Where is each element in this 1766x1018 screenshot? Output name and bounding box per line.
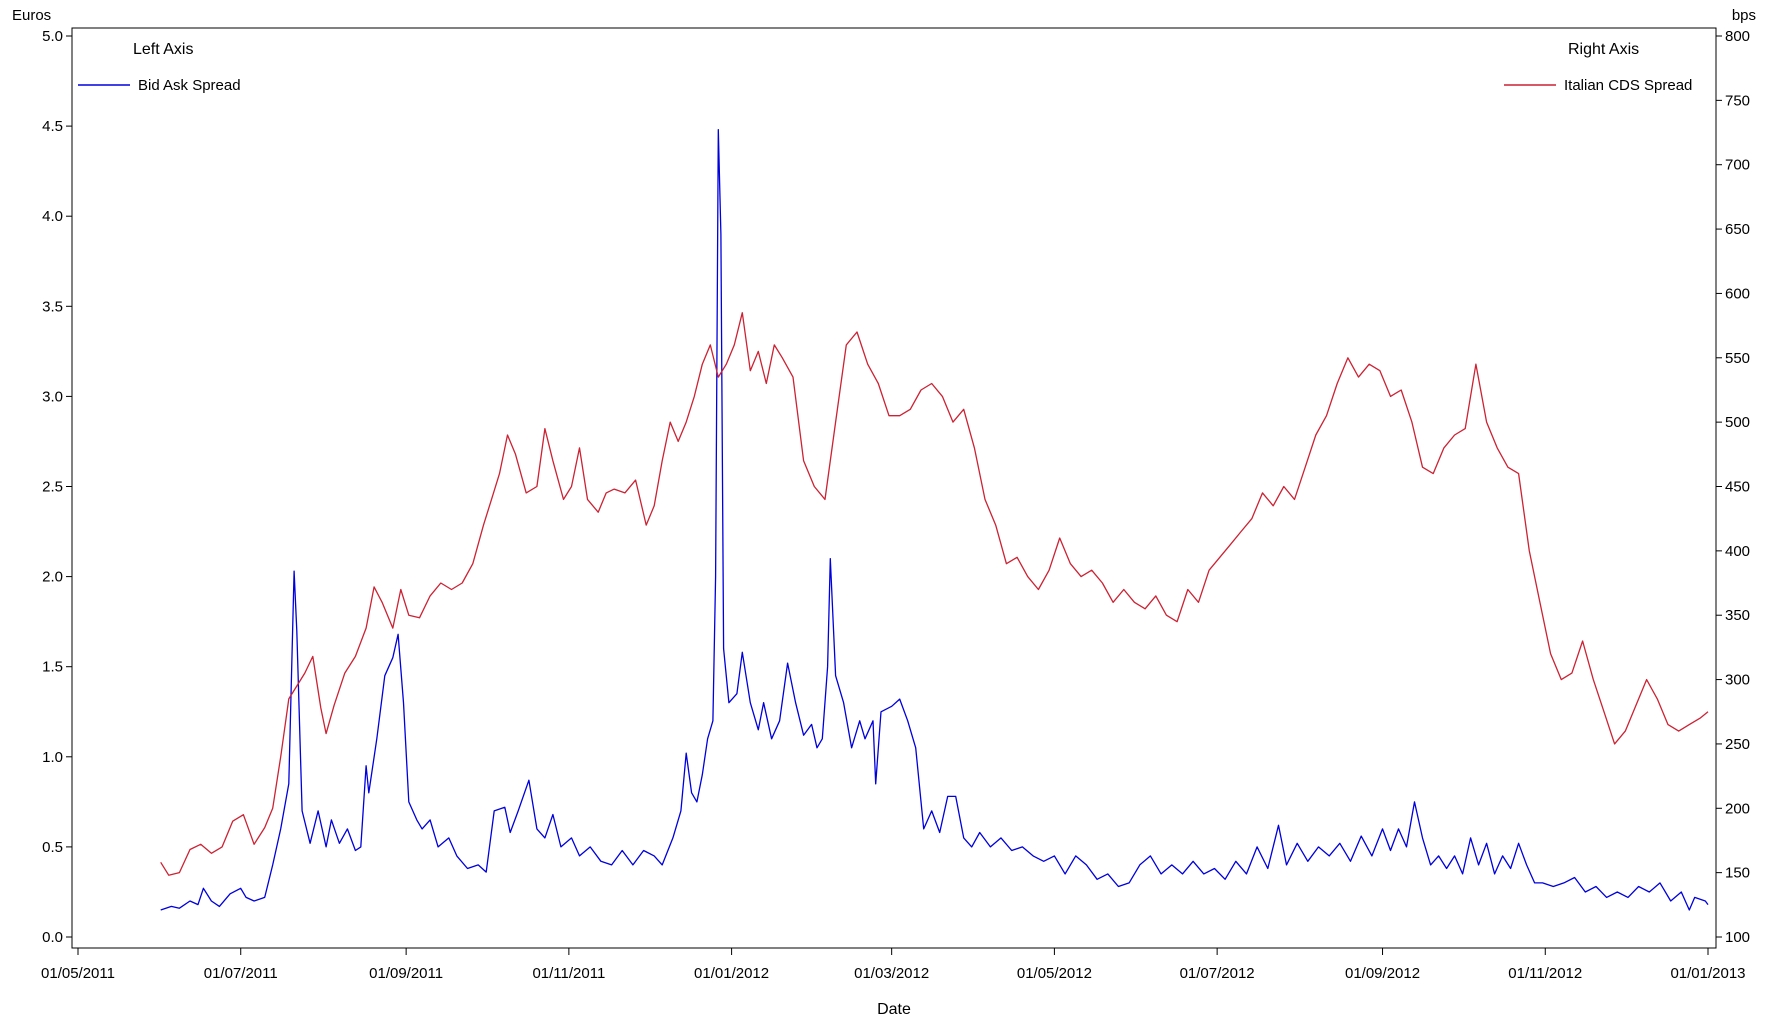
left-tick-label: 4.5 <box>42 118 63 135</box>
legend-left-series-label: Bid Ask Spread <box>138 77 241 94</box>
left-tick-label: 0.5 <box>42 839 63 856</box>
left-tick-label: 1.5 <box>42 659 63 676</box>
x-tick-label: 01/03/2012 <box>854 965 929 982</box>
left-axis-label: Euros <box>12 7 51 24</box>
x-tick-label: 01/07/2012 <box>1180 965 1255 982</box>
x-tick-label: 01/09/2011 <box>369 965 443 982</box>
right-tick-label: 450 <box>1725 479 1750 496</box>
left-tick-label: 4.0 <box>42 208 63 225</box>
right-tick-label: 300 <box>1725 672 1750 689</box>
series-line-italian-cds-spread <box>160 312 1709 876</box>
x-tick-label: 01/01/2013 <box>1670 965 1745 982</box>
x-tick-label: 01/05/2012 <box>1017 965 1092 982</box>
right-tick-label: 150 <box>1725 865 1750 882</box>
left-tick-label: 2.0 <box>42 569 63 586</box>
right-axis-ticks: 100 150 200 250 300 350 400 450 500 550 600 650 700 7… <box>1716 28 1750 946</box>
right-tick-label: 750 <box>1725 92 1750 109</box>
right-tick-label: 800 <box>1725 28 1750 45</box>
left-axis-ticks: 0.0 0.5 1.0 1.5 2.0 2.5 3.0 3.5 4.0 4.5 5.0 <box>42 28 72 946</box>
right-tick-label: 250 <box>1725 736 1750 753</box>
left-tick-label: 0.0 <box>42 929 63 946</box>
plot-frame <box>71 27 1717 949</box>
right-tick-label: 100 <box>1725 929 1750 946</box>
legend-right: Right Axis Italian CDS Spread <box>1504 41 1692 94</box>
right-tick-label: 600 <box>1725 285 1750 302</box>
left-tick-label: 3.5 <box>42 298 63 315</box>
x-tick-label: 01/11/2011 <box>532 965 605 982</box>
right-tick-label: 650 <box>1725 221 1750 238</box>
right-tick-label: 550 <box>1725 350 1750 367</box>
legend-right-title: Right Axis <box>1568 41 1639 58</box>
x-tick-label: 01/07/2011 <box>204 965 278 982</box>
left-tick-label: 2.5 <box>42 479 63 496</box>
legend-left-title: Left Axis <box>133 41 193 58</box>
right-tick-label: 700 <box>1725 157 1750 174</box>
left-tick-label: 3.0 <box>42 388 63 405</box>
legend-right-series-label: Italian CDS Spread <box>1564 77 1692 94</box>
right-tick-label: 500 <box>1725 414 1750 431</box>
x-tick-label: 01/11/2012 <box>1508 965 1582 982</box>
series-layer <box>160 129 1709 911</box>
left-tick-label: 1.0 <box>42 749 63 766</box>
right-tick-label: 400 <box>1725 543 1750 560</box>
x-tick-label: 01/01/2012 <box>694 965 769 982</box>
x-tick-label: 01/05/2011 <box>41 965 115 982</box>
right-tick-label: 200 <box>1725 800 1750 817</box>
x-axis-ticks: 01/05/2011 01/07/2011 01/09/2011 01/11/2011… <box>41 948 1746 982</box>
x-tick-label: 01/09/2012 <box>1345 965 1420 982</box>
left-tick-label: 5.0 <box>42 28 63 45</box>
right-tick-label: 350 <box>1725 607 1750 624</box>
x-axis-label: Date <box>877 1001 911 1018</box>
right-axis-label: bps <box>1732 7 1756 24</box>
series-line-bid-ask-spread <box>160 129 1709 911</box>
legend-left: Left Axis Bid Ask Spread <box>78 41 241 94</box>
